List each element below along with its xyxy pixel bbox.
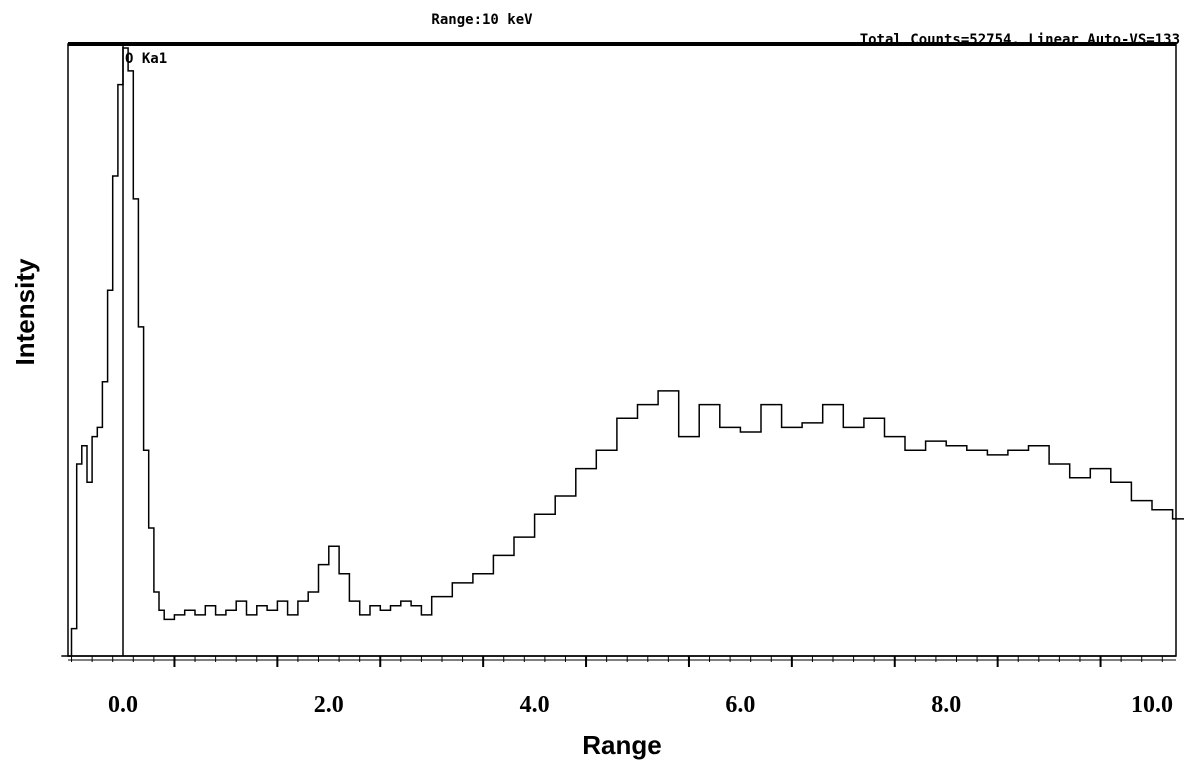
x-tick-label: 0.0 bbox=[108, 692, 138, 718]
x-axis-tick-labels: 0.0 2.0 4.0 6.0 8.0 10.0 bbox=[108, 692, 1173, 718]
peak-annotations: O Ka1 bbox=[122, 44, 167, 656]
x-tick-label: 10.0 bbox=[1131, 692, 1173, 718]
x-tick-label: 4.0 bbox=[520, 692, 550, 718]
y-axis-label: Intensity bbox=[10, 258, 40, 365]
x-tick-label: 6.0 bbox=[725, 692, 755, 718]
range-label: Range:10 keV bbox=[431, 12, 533, 28]
peak-marker-label: O Ka1 bbox=[125, 51, 167, 67]
spectrum-series-line bbox=[61, 47, 1184, 657]
x-tick-label: 8.0 bbox=[931, 692, 961, 718]
x-axis-label: Range bbox=[582, 730, 661, 760]
x-axis-major-ticks bbox=[173, 656, 1102, 667]
x-tick-label: 2.0 bbox=[314, 692, 344, 718]
